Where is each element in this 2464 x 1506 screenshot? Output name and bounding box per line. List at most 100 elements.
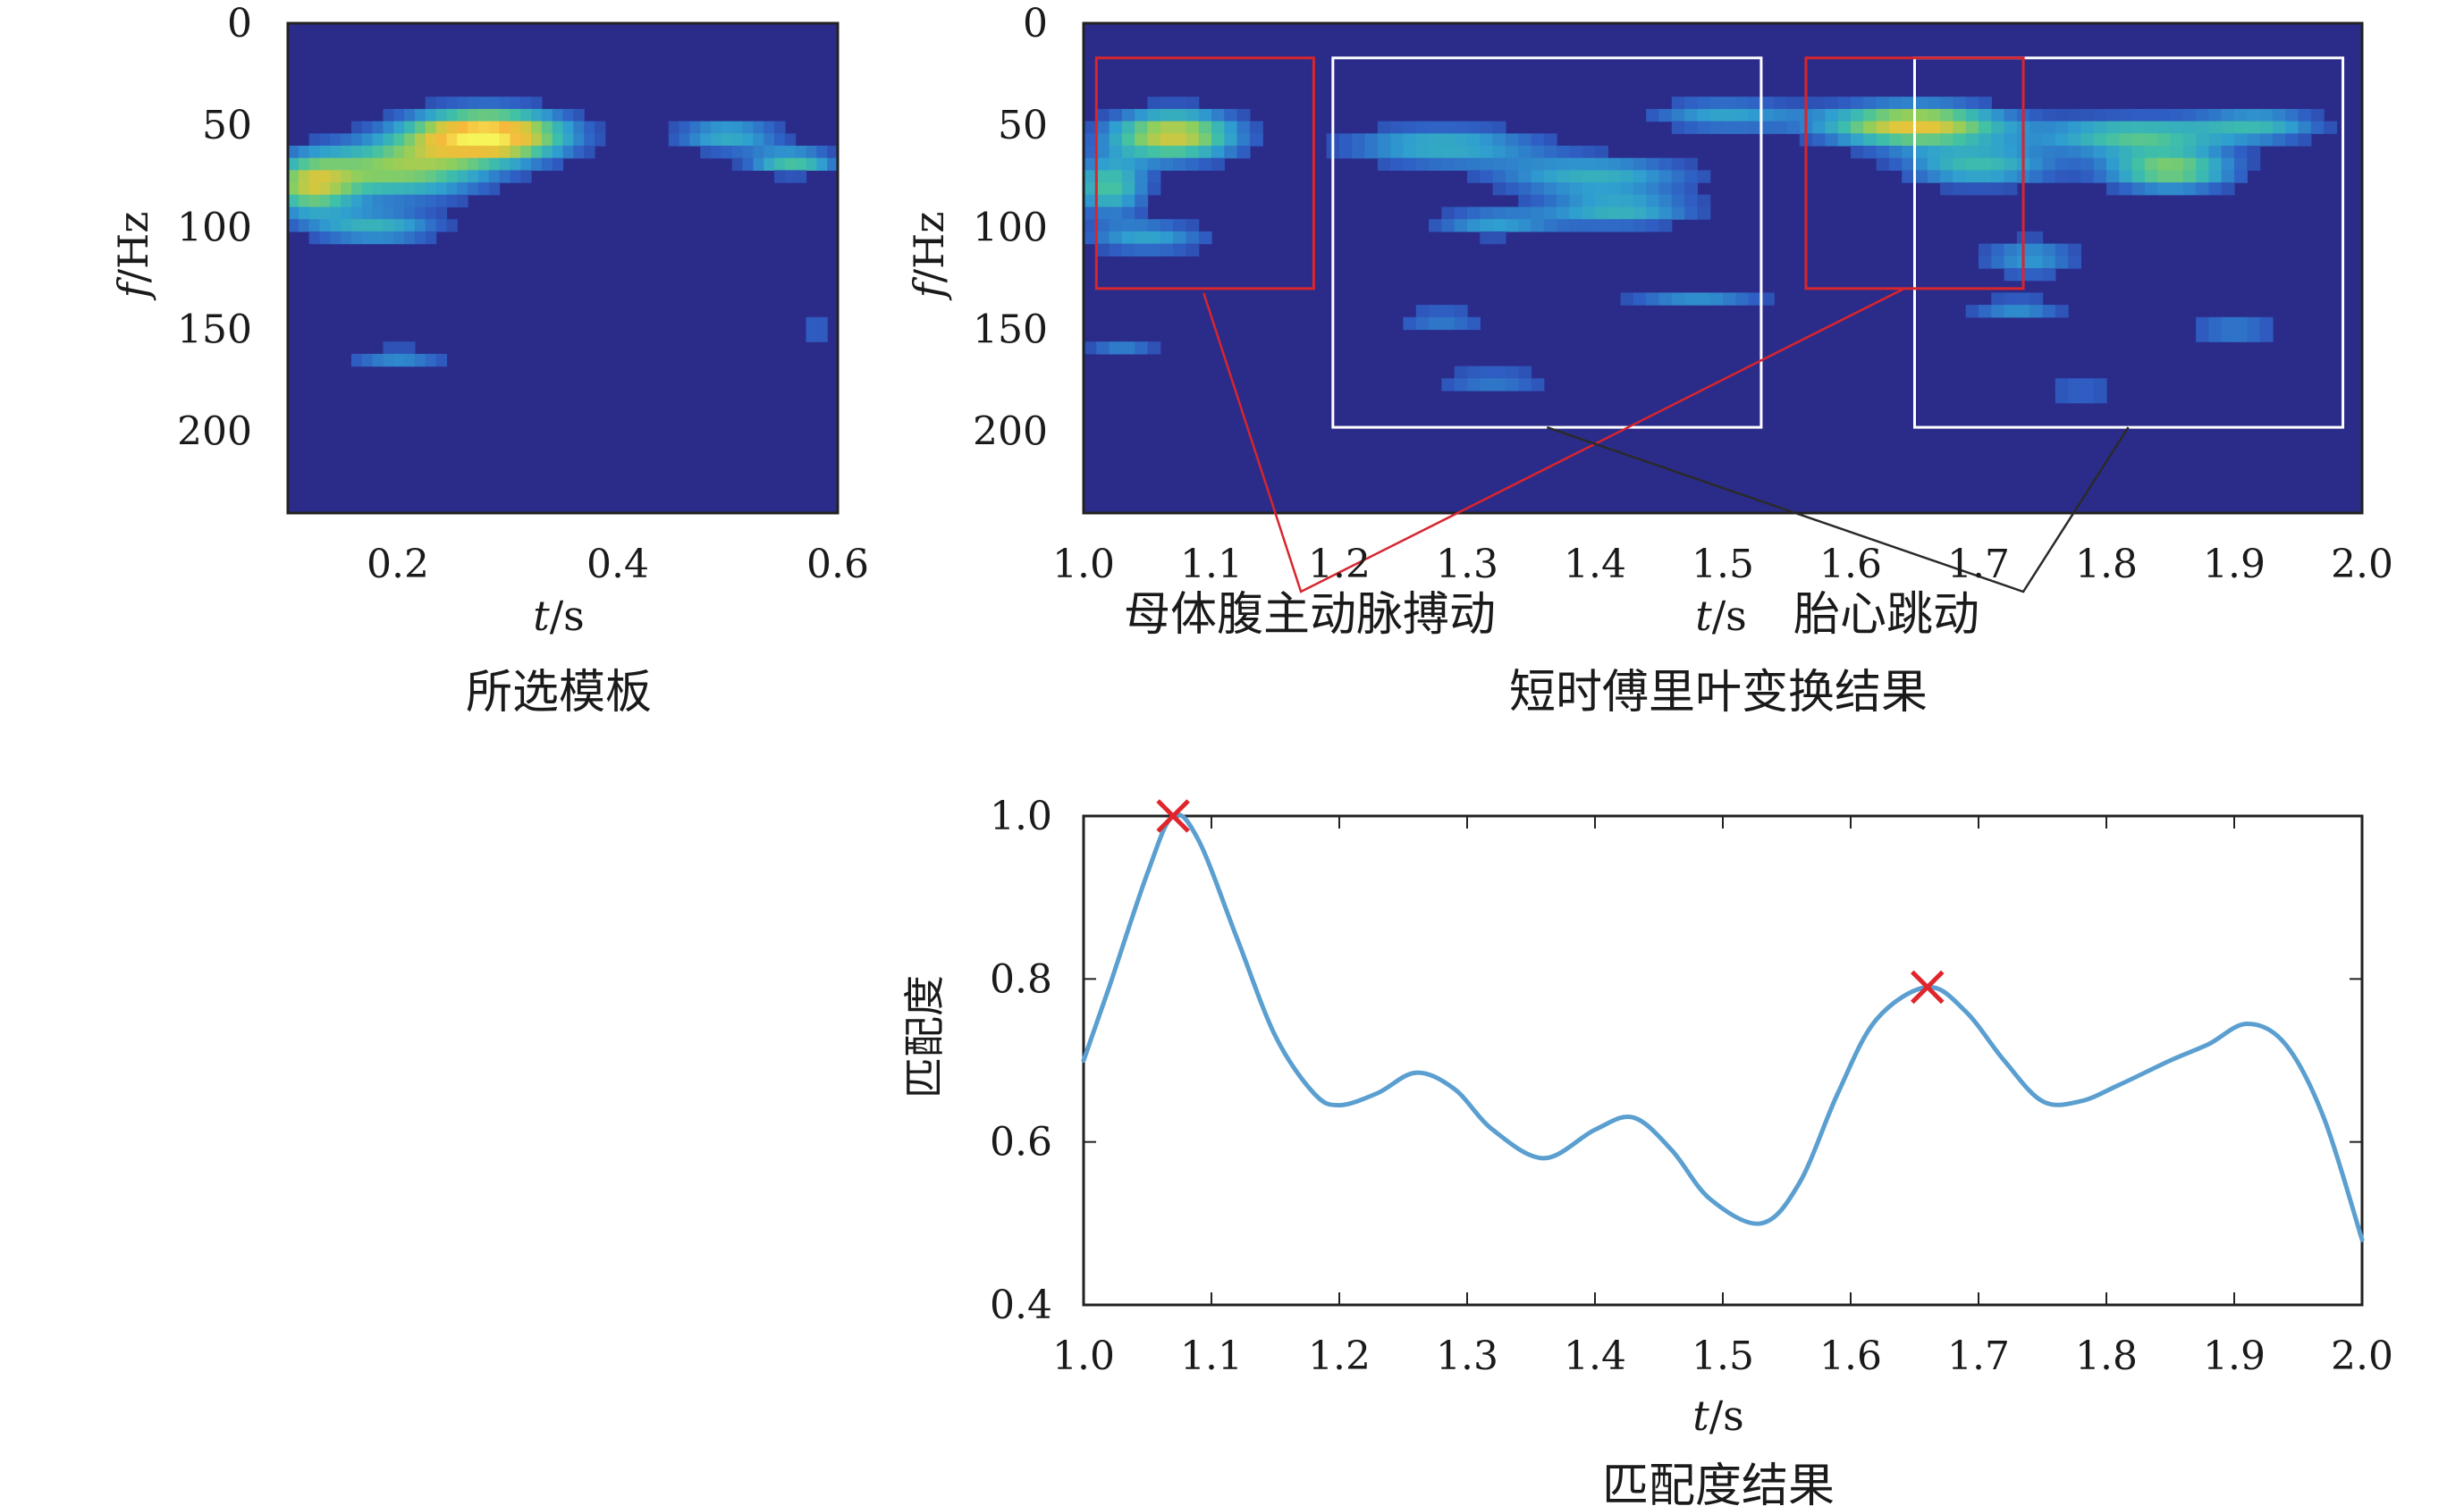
heatmap-cell [1595, 146, 1608, 159]
heatmap-cell [2042, 268, 2056, 282]
x-tick-label: 1.9 [2203, 1334, 2266, 1379]
heatmap-cell [361, 353, 374, 367]
heatmap-cell [499, 121, 511, 134]
heatmap-cell [1543, 170, 1557, 183]
heatmap-cell [2272, 108, 2286, 122]
heatmap-cell [2080, 157, 2095, 171]
heatmap-cell [1914, 121, 1928, 134]
heatmap-cell [2196, 121, 2209, 134]
heatmap-cell [404, 146, 416, 159]
heatmap-cell [288, 170, 300, 183]
heatmap-cell [1211, 146, 1225, 159]
heatmap-cell [425, 97, 437, 110]
heatmap-cell [1760, 121, 1775, 134]
heatmap-cell [510, 146, 521, 159]
heatmap-cell [1480, 146, 1494, 159]
heatmap-cell [499, 108, 511, 122]
heatmap-cell [1480, 378, 1494, 391]
heatmap-cell [1492, 146, 1506, 159]
heatmap-cell [1723, 97, 1736, 110]
heatmap-cell [2208, 146, 2223, 159]
heatmap-cell [1888, 97, 1903, 110]
heatmap-cell [1582, 194, 1596, 208]
heatmap-cell [1531, 170, 1545, 183]
heatmap-cell [2080, 378, 2095, 391]
heatmap-cell [1084, 133, 1097, 147]
heatmap-cell [1671, 292, 1685, 306]
heatmap-cell [1492, 366, 1506, 379]
heatmap-cell [520, 133, 532, 147]
heatmap-cell [414, 133, 426, 147]
heatmap-cell [446, 146, 458, 159]
heatmap-cell [806, 329, 817, 342]
heatmap-cell [1084, 170, 1097, 183]
heatmap-cell [2272, 121, 2286, 134]
heatmap-cell [488, 146, 501, 159]
heatmap-cell [2144, 146, 2158, 159]
heatmap-cell [1480, 121, 1494, 134]
heatmap-cell [1646, 182, 1660, 196]
heatmap-cell [2259, 133, 2274, 147]
heatmap-cell [1173, 133, 1186, 147]
heatmap-cell [731, 146, 744, 159]
heatmap-cell [1914, 133, 1928, 147]
heatmap-cell [753, 133, 764, 147]
heatmap-cell [1569, 194, 1583, 208]
heatmap-cell [1531, 378, 1545, 391]
heatmap-cell [1135, 121, 1149, 134]
fetal-heartbeat-box [1913, 56, 2345, 429]
heatmap-cell [2234, 121, 2248, 134]
fetal-leader-line [1546, 425, 2130, 593]
heatmap-cell [2310, 108, 2325, 122]
heatmap-cell [1902, 97, 1916, 110]
heatmap-cell [2131, 121, 2146, 134]
heatmap-cell [1979, 182, 1992, 196]
heatmap-cell [1914, 170, 1928, 183]
heatmap-cell [1135, 206, 1149, 220]
heatmap-cell [1914, 157, 1928, 171]
heatmap-cell [1109, 157, 1123, 171]
heatmap-cell [1109, 146, 1123, 159]
stft-caption: 短时傅里叶变换结果 [1509, 666, 1928, 719]
heatmap-cell [393, 133, 405, 147]
heatmap-cell [2029, 243, 2044, 257]
heatmap-cell [1109, 341, 1123, 355]
heatmap-cell [457, 108, 468, 122]
heatmap-cell [1147, 146, 1161, 159]
heatmap-cell [404, 182, 416, 196]
heatmap-cell [2310, 121, 2325, 134]
heatmap-cell [1160, 146, 1174, 159]
heatmap-cell [1697, 97, 1711, 110]
heatmap-cell [1096, 206, 1110, 220]
heatmap-cell [435, 108, 448, 122]
heatmap-cell [1953, 121, 1967, 134]
heatmap-cell [1709, 292, 1724, 306]
heatmap-cell [404, 157, 416, 171]
heatmap-cell [1121, 157, 1135, 171]
heatmap-cell [477, 108, 490, 122]
heatmap-cell [1467, 157, 1481, 171]
heatmap-cell [2004, 157, 2018, 171]
heatmap-cell [1608, 206, 1622, 220]
x-tick-label: 1.7 [1947, 1334, 2010, 1379]
heatmap-cell [1518, 157, 1532, 171]
heatmap-cell [1160, 157, 1174, 171]
x-tick-label: 1.0 [1052, 542, 1115, 587]
heatmap-cell [414, 108, 426, 122]
heatmap-cell [2029, 305, 2044, 318]
heatmap-cell [1774, 121, 1788, 134]
heatmap-cell [1684, 108, 1698, 122]
heatmap-cell [2196, 316, 2209, 331]
heatmap-cell [1953, 108, 1967, 122]
heatmap-cell [446, 133, 458, 147]
heatmap-cell [742, 133, 754, 147]
heatmap-cell [1441, 157, 1456, 171]
heatmap-cell [1723, 121, 1736, 134]
heatmap-cell [1429, 219, 1442, 232]
y-tick-label: 1.0 [990, 794, 1052, 839]
heatmap-cell [488, 108, 501, 122]
heatmap-cell [1135, 243, 1149, 257]
heatmap-cell [1991, 305, 2005, 318]
heatmap-cell [1211, 108, 1225, 122]
heatmap-cell [414, 194, 426, 208]
